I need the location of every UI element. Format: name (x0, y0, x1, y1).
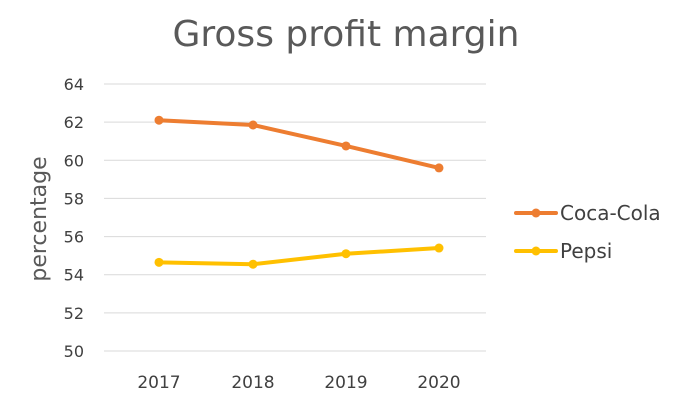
y-tick-label-54: 54 (64, 266, 84, 285)
legend-marker-coca-cola (531, 208, 541, 218)
y-tick-label-62: 62 (64, 113, 84, 132)
y-tick-label-58: 58 (64, 189, 84, 208)
data-point-coca-cola-2018 (248, 120, 258, 130)
chart-title: Gross profit margin (173, 14, 520, 55)
series-line-pepsi (157, 246, 441, 267)
x-tick-label-2020: 2020 (417, 373, 460, 393)
data-point-coca-cola-2017 (154, 115, 164, 125)
y-tick-label-50: 50 (64, 342, 84, 361)
x-tick-label-2019: 2019 (324, 373, 367, 393)
gridlines (104, 83, 486, 352)
data-point-pepsi-2017 (154, 257, 164, 267)
data-point-pepsi-2019 (341, 249, 351, 259)
y-tick-label-64: 64 (64, 75, 84, 94)
legend-marker-pepsi (531, 246, 541, 256)
y-axis-ticks: 50 52 54 56 58 60 62 64 (64, 75, 84, 361)
x-axis-ticks: 2017 2018 2019 2020 (137, 373, 460, 393)
series-group (154, 115, 444, 269)
y-tick-label-60: 60 (64, 151, 84, 170)
legend-label-pepsi: Pepsi (560, 239, 612, 263)
x-tick-label-2017: 2017 (137, 373, 180, 393)
y-axis-label: percentage (27, 156, 52, 281)
y-tick-label-56: 56 (64, 228, 84, 247)
data-point-coca-cola-2020 (434, 163, 444, 173)
legend: Coca-Cola Pepsi (514, 201, 661, 263)
legend-label-coca-cola: Coca-Cola (560, 201, 661, 225)
data-point-coca-cola-2019 (341, 141, 351, 151)
data-point-pepsi-2020 (434, 243, 444, 253)
x-tick-label-2018: 2018 (231, 373, 274, 393)
data-point-pepsi-2018 (248, 259, 258, 269)
series-line-coca-cola (157, 118, 441, 170)
y-tick-label-52: 52 (64, 304, 84, 323)
